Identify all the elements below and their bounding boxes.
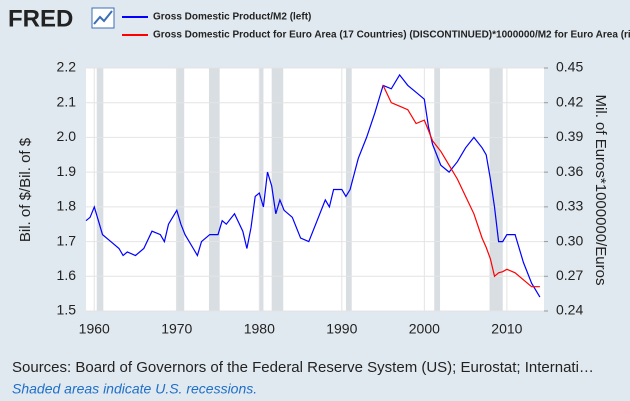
y-axis-title: Bil. of $/Bil. of $: [17, 137, 34, 242]
recession-band: [259, 68, 264, 311]
x-tick-label: 1970: [161, 321, 192, 337]
y-tick-label: 2.1: [57, 93, 77, 109]
plot-area: [86, 68, 544, 311]
y2-tick-label: 0.33: [556, 198, 583, 214]
recession-band: [175, 68, 185, 311]
recession-band: [208, 68, 220, 311]
series-line: [382, 85, 540, 288]
y-tick-label: 1.8: [57, 198, 77, 214]
y-tick-label: 1.7: [57, 232, 77, 248]
y2-tick-label: 0.30: [556, 232, 583, 248]
y2-tick-label: 0.27: [556, 267, 583, 283]
x-tick-label: 1990: [326, 321, 357, 337]
logo: FRED: [8, 5, 73, 32]
x-tick-label: 2010: [491, 321, 522, 337]
y-tick-label: 1.9: [57, 163, 77, 179]
y2-tick-label: 0.42: [556, 93, 583, 109]
legend-label: Gross Domestic Product/M2 (left): [153, 12, 311, 23]
legend-label: Gross Domestic Product for Euro Area (17…: [153, 30, 630, 41]
y2-axis-title: Mil. of Euros*1000000/Euros: [592, 95, 609, 286]
series-line: [85, 73, 541, 298]
logo-icon: [91, 7, 115, 29]
x-tick-label: 1980: [244, 321, 275, 337]
recession-band: [345, 68, 352, 311]
y-tick-label: 1.5: [57, 302, 77, 318]
y2-tick-label: 0.36: [556, 163, 583, 179]
x-tick-label: 1960: [79, 321, 110, 337]
note: Shaded areas indicate U.S. recessions.: [12, 381, 257, 397]
y-tick-label: 2.2: [57, 59, 77, 75]
y2-tick-label: 0.45: [556, 59, 583, 75]
source: Sources: Board of Governors of the Feder…: [12, 359, 594, 376]
y2-tick-label: 0.24: [556, 302, 583, 318]
recession-band: [96, 68, 104, 311]
recession-band: [489, 68, 503, 311]
y-tick-label: 2.0: [57, 128, 77, 144]
y-tick-label: 1.6: [57, 267, 77, 283]
x-tick-label: 2000: [409, 321, 440, 337]
y2-tick-label: 0.39: [556, 128, 583, 144]
recession-band: [271, 68, 284, 311]
recession-band: [434, 68, 441, 311]
